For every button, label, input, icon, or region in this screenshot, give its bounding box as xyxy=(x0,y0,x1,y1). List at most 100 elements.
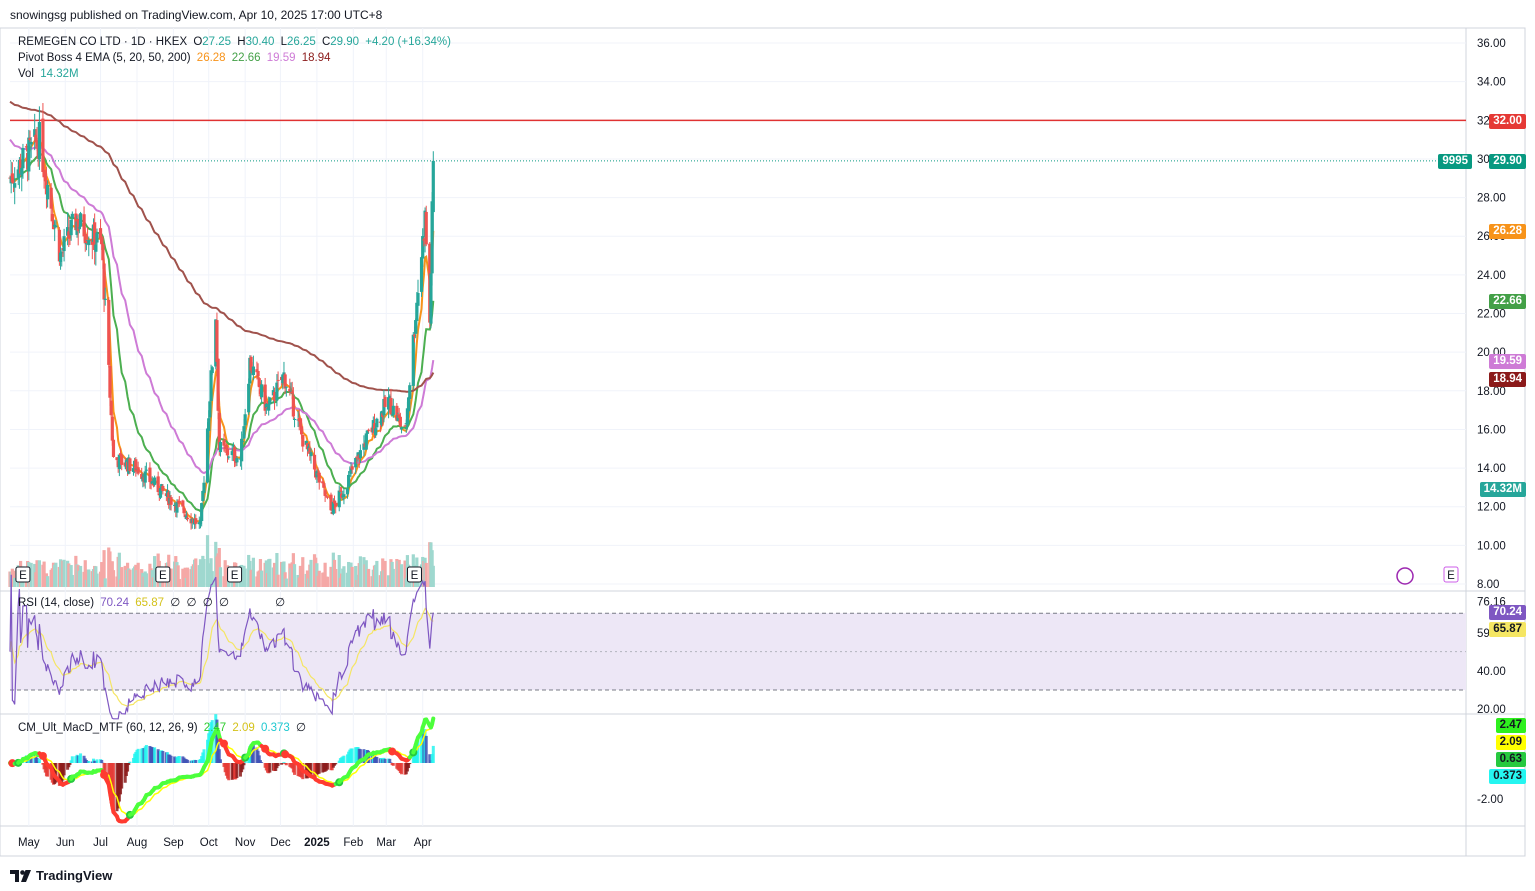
candle-body xyxy=(57,229,61,262)
earnings-label: E xyxy=(411,570,419,582)
candle-body xyxy=(411,334,415,386)
ema50-badge: 19.59 xyxy=(1489,354,1526,369)
dividend-icon xyxy=(1396,567,1414,585)
volume-bar xyxy=(95,573,99,587)
candle-body xyxy=(158,488,163,498)
candle-body xyxy=(405,408,410,425)
volume-bar xyxy=(83,560,87,587)
volume-bar xyxy=(120,567,124,587)
candle-body xyxy=(201,490,205,501)
candle-body xyxy=(374,428,378,436)
macd-hist-bar xyxy=(268,763,272,773)
candle-body xyxy=(321,481,325,484)
macd-hist-bar xyxy=(217,749,221,763)
earnings-label: E xyxy=(159,570,167,582)
candle-body xyxy=(205,428,210,483)
candle-body xyxy=(256,370,260,377)
macd-hist-bar xyxy=(407,763,411,769)
rsi-value: 70.24 xyxy=(100,597,130,609)
candle-body xyxy=(347,474,351,487)
resistance-price-badge: 32.00 xyxy=(1489,114,1526,129)
volume-bar xyxy=(301,557,305,587)
macd-hist-bar xyxy=(62,763,66,776)
candle-body xyxy=(153,477,157,485)
time-tick-label: Sep xyxy=(163,837,183,849)
volume-bar xyxy=(169,568,173,587)
candle-body xyxy=(46,184,50,200)
time-tick-label: Apr xyxy=(414,837,432,849)
time-tick-label: Jun xyxy=(56,837,75,849)
vol-label: Vol xyxy=(18,68,34,80)
candle-body xyxy=(82,214,86,237)
candle-body xyxy=(83,233,87,244)
macd-legend: CM_Ult_MacD_MTF (60, 12, 26, 9) 2.47 2.0… xyxy=(18,722,306,734)
candle-body xyxy=(305,443,310,450)
rsi-tick-label: 20.00 xyxy=(1477,704,1506,716)
candle-body xyxy=(210,367,214,374)
macd-hist-bar xyxy=(260,762,264,763)
volume-bar xyxy=(383,560,387,587)
macd-hist-bar xyxy=(128,761,132,763)
candle-body xyxy=(390,414,394,416)
candle-body xyxy=(243,414,247,426)
volume-bar xyxy=(176,565,180,587)
macd-hist-bar xyxy=(153,747,157,763)
macd-hist-bar xyxy=(284,763,288,766)
macd-badge: 2.47 xyxy=(1495,718,1526,733)
candle-body xyxy=(431,160,435,213)
candle-body xyxy=(37,122,41,160)
candle-body xyxy=(247,383,251,413)
candle-body xyxy=(150,481,154,485)
candle-body xyxy=(260,384,264,398)
volume-bar xyxy=(354,565,358,587)
volume-bar xyxy=(260,570,264,587)
volume-bar xyxy=(424,562,428,587)
candle-body xyxy=(367,429,371,431)
tradingview-logo[interactable]: TradingView xyxy=(10,868,112,883)
candle-body xyxy=(338,490,342,492)
price-tick-label: 16.00 xyxy=(1477,424,1506,436)
candle-body xyxy=(297,417,301,422)
candle-body xyxy=(299,426,304,435)
candle-body xyxy=(298,419,303,427)
volume-bar xyxy=(13,577,17,587)
macd-hist-bar xyxy=(251,745,255,763)
candle-body xyxy=(222,440,226,446)
high-value: 30.40 xyxy=(245,36,275,48)
macd-hist-bar xyxy=(126,763,130,772)
macd-hist-bar xyxy=(161,750,165,763)
volume-bar xyxy=(403,560,407,587)
candle-body xyxy=(216,358,220,411)
macd-hist-bar xyxy=(235,763,239,778)
earnings-marker: E xyxy=(406,566,422,583)
candle-body xyxy=(406,397,411,412)
macd-hist-bar xyxy=(280,763,284,765)
macd-hist-bar xyxy=(186,759,190,763)
time-tick-label: 2025 xyxy=(304,837,330,849)
candle-body xyxy=(325,496,330,498)
volume-bar xyxy=(153,556,157,587)
candle-body xyxy=(424,211,428,245)
candle-body xyxy=(288,388,292,392)
candle-body xyxy=(184,515,188,519)
macd-value: 2.47 xyxy=(203,722,227,734)
ema20-value: 22.66 xyxy=(231,52,261,64)
main-legend: REMEGEN CO LTD · 1D · HKEX O27.25 H30.40… xyxy=(18,36,451,48)
candle-body xyxy=(54,225,58,228)
candle-body xyxy=(248,357,252,384)
candle-body xyxy=(177,500,181,503)
candle-body xyxy=(217,413,221,451)
macd-hist-bar xyxy=(194,760,198,763)
candle-body xyxy=(87,240,91,246)
candle-body xyxy=(16,169,20,178)
candle-body xyxy=(395,405,399,421)
publish-info: snowingsg published on TradingView.com, … xyxy=(10,8,383,22)
candle-body xyxy=(107,299,111,365)
volume-bar xyxy=(185,567,190,587)
macd-hist-bar xyxy=(35,757,39,763)
volume-bar xyxy=(334,568,338,587)
macd-hist-bar xyxy=(169,755,173,763)
time-tick-label: May xyxy=(18,837,40,849)
volume-bar xyxy=(136,562,140,587)
